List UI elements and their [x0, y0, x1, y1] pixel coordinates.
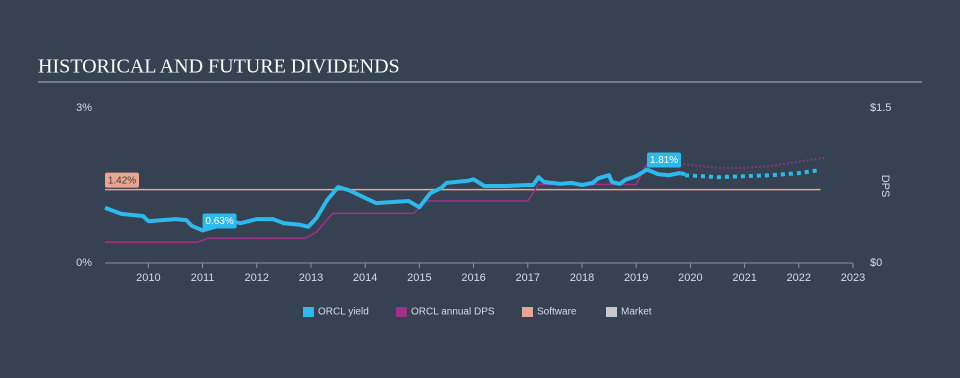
annotation-box — [105, 172, 139, 188]
legend-swatch — [303, 307, 314, 317]
x-tick-label: 2016 — [461, 272, 485, 284]
legend-label: Software — [537, 307, 577, 318]
x-tick-label: 2015 — [407, 272, 431, 284]
legend-swatch — [606, 307, 617, 317]
forecast-line — [684, 168, 821, 180]
y2-axis-label: DPS — [879, 175, 891, 198]
x-tick-label: 2021 — [732, 272, 756, 284]
x-tick-label: 2019 — [624, 272, 648, 284]
x-tick-label: 2018 — [570, 272, 594, 284]
legend-swatch — [396, 307, 407, 317]
x-tick-label: 2020 — [678, 272, 702, 284]
x-tick-label: 2010 — [136, 272, 160, 284]
x-tick-label: 2023 — [841, 272, 865, 284]
legend-label: ORCL yield — [318, 307, 369, 318]
x-tick-label: 2012 — [245, 272, 269, 284]
x-tick-label: 2011 — [191, 272, 215, 284]
chart-title: HISTORICAL AND FUTURE DIVIDENDS — [38, 56, 400, 78]
series-line — [104, 167, 686, 233]
annotation-label: 1.42% — [108, 175, 136, 186]
forecast-line — [679, 156, 827, 169]
annotation-box — [202, 213, 237, 229]
x-tick-label: 2014 — [353, 272, 377, 284]
y-tick-label: 3% — [76, 102, 92, 114]
annotation-label: 1.81% — [650, 155, 678, 166]
x-tick-label: 2017 — [516, 272, 540, 284]
x-tick-label: 2013 — [299, 272, 323, 284]
x-tick-label: 2022 — [787, 272, 811, 284]
y-tick-label: 0% — [76, 257, 92, 269]
series-line — [105, 163, 680, 244]
annotation-box — [647, 152, 682, 168]
legend-label: ORCL annual DPS — [411, 307, 495, 318]
legend-swatch — [522, 307, 533, 317]
annotation-label: 0.63% — [205, 216, 233, 227]
legend-label: Market — [621, 307, 652, 318]
y2-tick-label: $1.5 — [870, 102, 891, 114]
y2-tick-label: $0 — [870, 257, 882, 269]
